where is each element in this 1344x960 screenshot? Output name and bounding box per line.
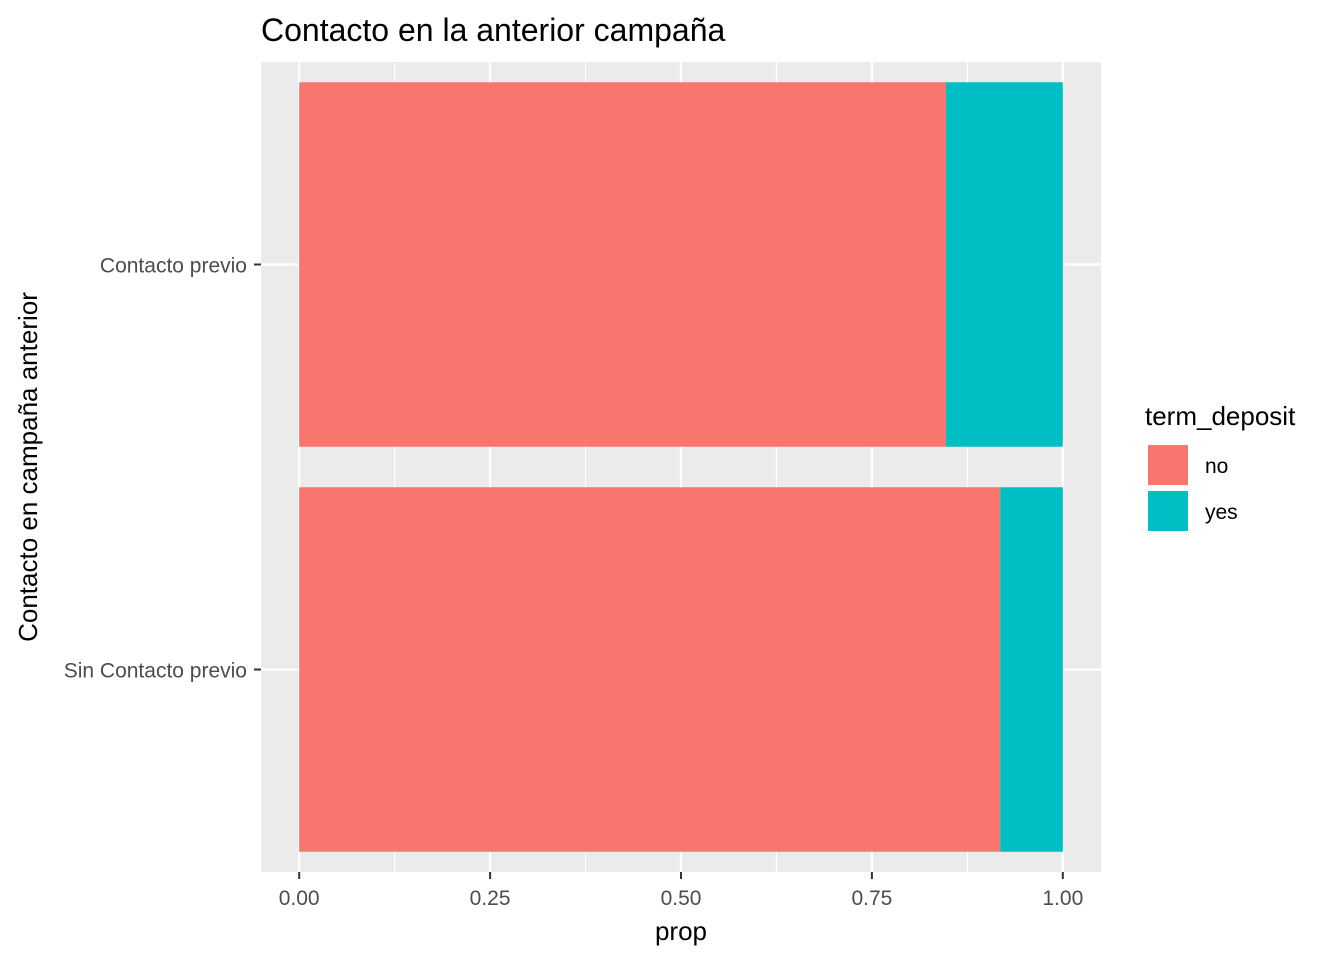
axes-layer: 0.00 0.25 0.50 0.75 1.00 Contacto previo Sin C… [64,255,1084,911]
legend: term_deposit no yes [1145,401,1296,533]
legend-key-no [1146,443,1190,487]
bar-no-0 [299,82,946,447]
legend-label-yes: yes [1205,501,1238,524]
bar-yes-0 [945,82,1063,447]
legend-title: term_deposit [1145,401,1296,431]
x-tick-label-3: 0.75 [851,887,892,910]
x-tick-label-2: 0.50 [661,887,702,910]
x-tick-label-4: 1.00 [1042,887,1083,910]
bar-no-1 [299,487,1001,852]
x-tick-label-1: 0.25 [470,887,511,910]
bars-layer [299,82,1063,852]
legend-items: no yes [1146,443,1238,533]
bar-yes-1 [1000,487,1063,852]
legend-label-no: no [1205,455,1228,478]
x-tick-label-0: 0.00 [279,887,320,910]
x-axis-title: prop [655,916,707,946]
y-axis-title: Contacto en campaña anterior [13,292,43,642]
chart-title: Contacto en la anterior campaña [261,12,725,48]
legend-key-yes [1146,489,1190,533]
y-tick-label-0: Contacto previo [100,255,247,278]
y-tick-label-1: Sin Contacto previo [64,660,247,683]
